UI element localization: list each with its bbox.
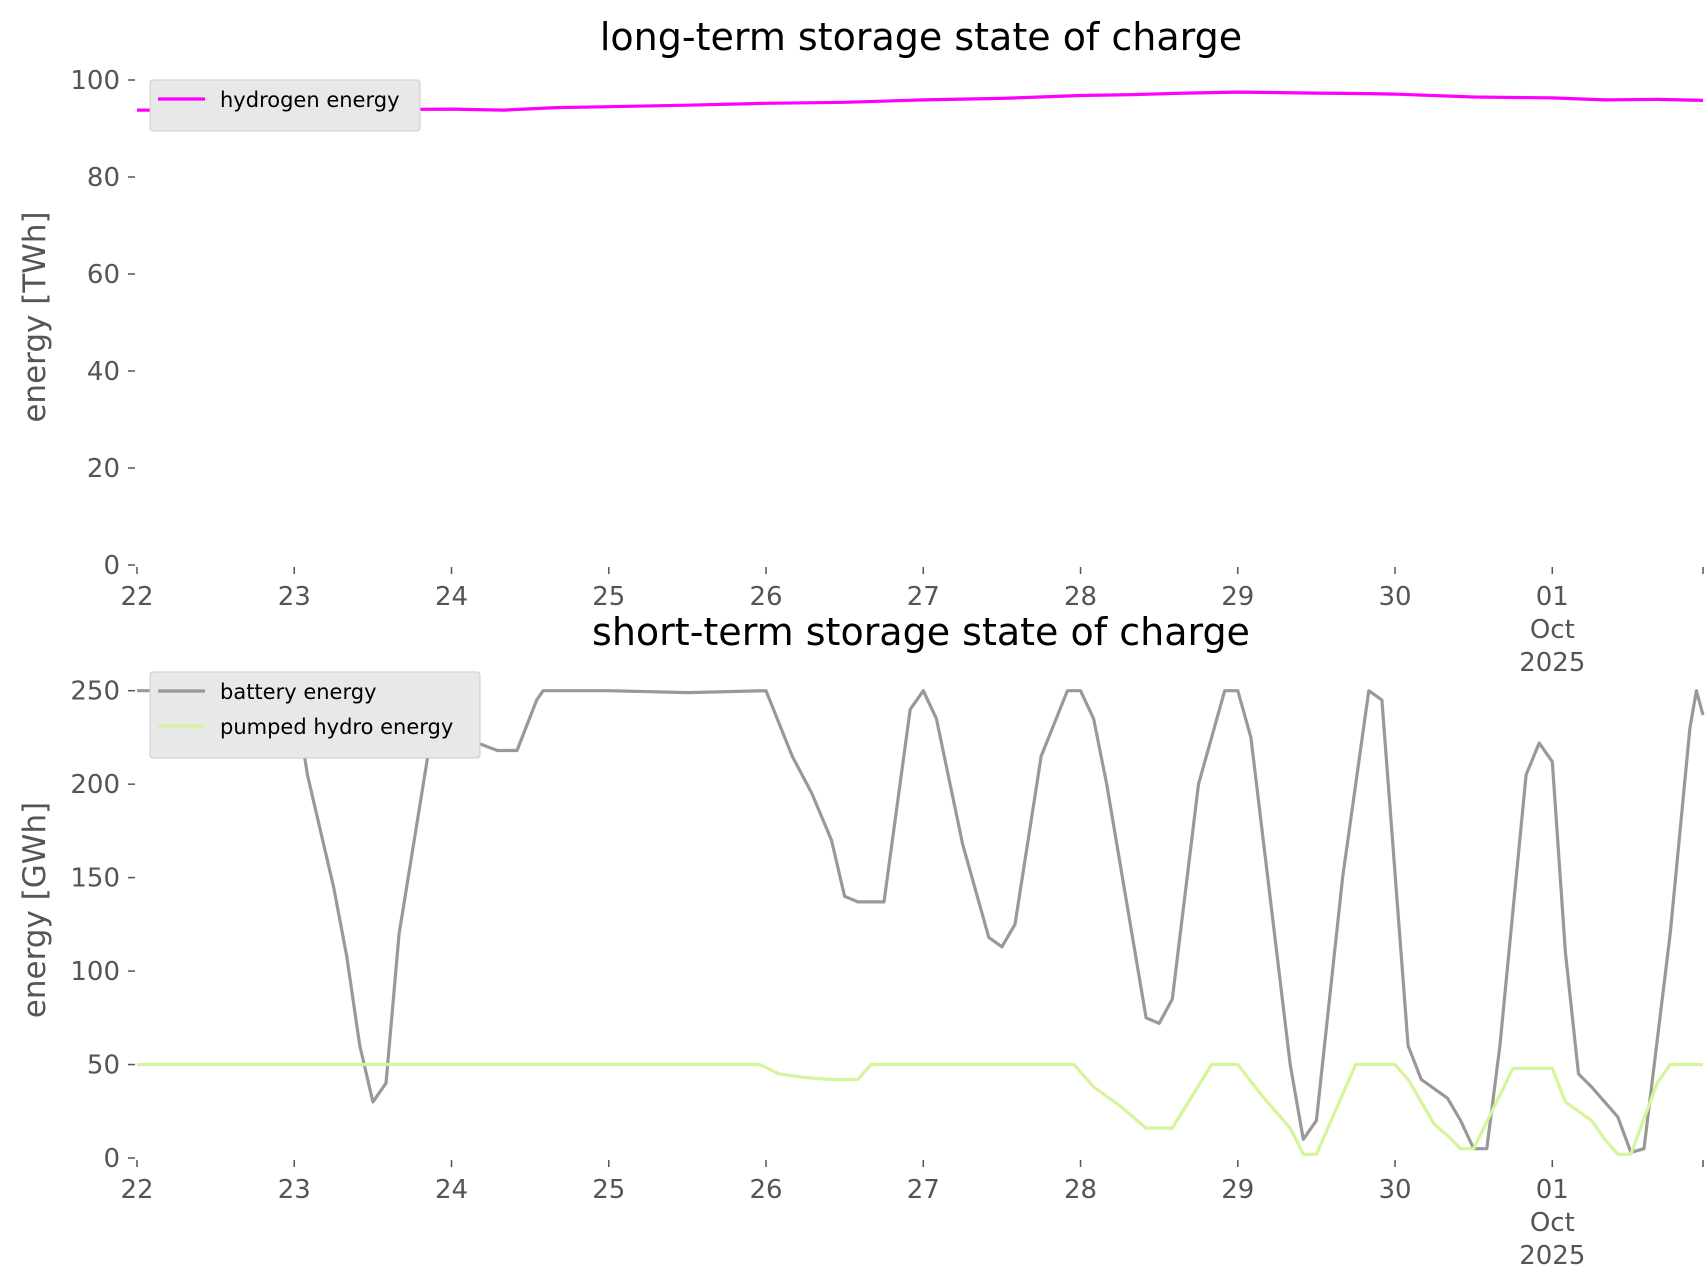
series-line-pumped-hydro-energy — [137, 1062, 1703, 1156]
y-tick-label: 60 — [87, 260, 120, 290]
x-tick-label: 27 — [907, 1175, 940, 1205]
x-tick-label: 22 — [120, 582, 153, 612]
legend-label: pumped hydro energy — [220, 715, 453, 739]
y-tick-label: 20 — [87, 454, 120, 484]
long-term-chart: long-term storage state of charge energy… — [17, 15, 1704, 678]
legend: battery energy pumped hydro energy — [149, 671, 481, 759]
x-tick-label: 24 — [435, 1175, 468, 1205]
chart-title: long-term storage state of charge — [600, 15, 1242, 59]
y-tick-label: 100 — [70, 957, 120, 987]
chart-title: short-term storage state of charge — [592, 610, 1250, 654]
x-tick-label: 2025 — [1519, 1241, 1585, 1271]
x-tick-label: 28 — [1064, 1175, 1097, 1205]
legend-box — [149, 79, 421, 132]
x-tick-label: 30 — [1378, 582, 1411, 612]
legend-box — [149, 671, 481, 759]
x-tick-label: 28 — [1064, 582, 1097, 612]
y-tick-label: 80 — [87, 163, 120, 193]
y-tick-label: 50 — [87, 1051, 120, 1081]
x-tick-label: 22 — [120, 1175, 153, 1205]
y-tick-label: 100 — [70, 66, 120, 96]
x-tick-label: 27 — [907, 582, 940, 612]
x-tick-label: 2025 — [1519, 648, 1585, 678]
x-tick-label: 26 — [749, 1175, 782, 1205]
y-tick-label: 0 — [103, 551, 120, 581]
x-tick-label: 23 — [278, 582, 311, 612]
series-line-battery-energy — [137, 689, 1705, 1154]
x-tick-label: 25 — [592, 582, 625, 612]
x-tick-label: 01 — [1536, 582, 1569, 612]
x-tick-label: 29 — [1221, 1175, 1254, 1205]
x-tick-label: Oct — [1530, 1208, 1575, 1238]
legend: hydrogen energy — [149, 79, 421, 132]
y-tick-label: 0 — [103, 1144, 120, 1174]
y-tick-label: 250 — [70, 677, 120, 707]
x-tick-label: 01 — [1536, 1175, 1569, 1205]
x-tick-label: 30 — [1378, 1175, 1411, 1205]
x-tick-label: 24 — [435, 582, 468, 612]
x-tick-label: 26 — [749, 582, 782, 612]
legend-label: hydrogen energy — [220, 88, 400, 112]
series-line-hydrogen-energy — [137, 90, 1704, 112]
legend-label: battery energy — [220, 680, 377, 704]
y-tick-label: 200 — [70, 770, 120, 800]
y-axis-label: energy [GWh] — [17, 802, 53, 1018]
x-tick-label: 25 — [592, 1175, 625, 1205]
y-tick-label: 40 — [87, 357, 120, 387]
x-tick-label: 23 — [278, 1175, 311, 1205]
x-tick-label: Oct — [1530, 615, 1575, 645]
short-term-chart: short-term storage state of charge energ… — [17, 610, 1705, 1271]
y-tick-label: 150 — [70, 864, 120, 894]
x-tick-label: 29 — [1221, 582, 1254, 612]
y-axis-label: energy [TWh] — [17, 211, 53, 422]
